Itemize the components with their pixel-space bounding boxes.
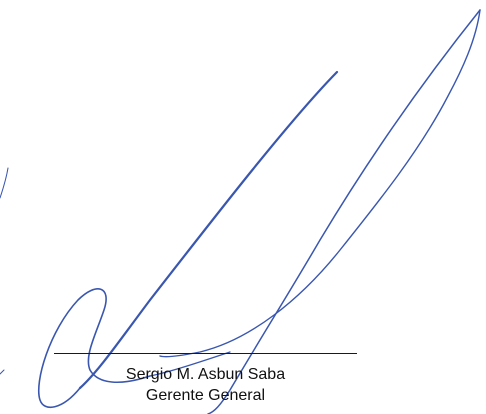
- signer-title: Gerente General: [145, 387, 266, 404]
- signer-name: Sergio M. Asbun Saba: [125, 366, 286, 383]
- signature-line: [54, 353, 357, 354]
- signature-stroke-top-hook: [159, 9, 481, 358]
- signature-stroke-tick: [0, 369, 5, 375]
- signature-stroke-left-diagonal: [78, 70, 339, 390]
- signature-stroke-loop: [38, 288, 151, 409]
- signature-stroke-right-diagonal: [207, 9, 481, 414]
- signature-stroke-wisp: [0, 167, 9, 199]
- signature-stroke-crossing: [149, 351, 231, 377]
